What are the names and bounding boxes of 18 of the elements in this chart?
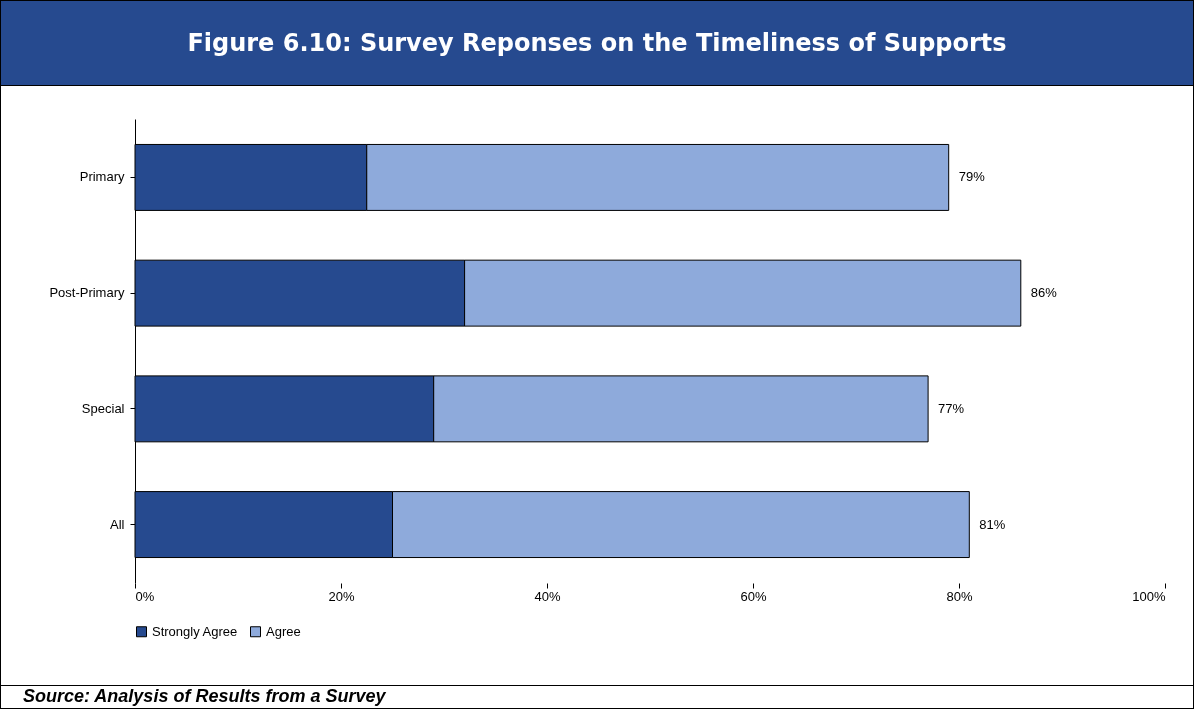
total-label: 77% <box>938 400 965 416</box>
x-tick-label: 20% <box>328 588 355 604</box>
x-tick-label: 0% <box>135 588 155 604</box>
y-tick-label: Primary <box>79 169 125 185</box>
chart-title: Figure 6.10: Survey Reponses on the Timeliness of Supports <box>1 1 1193 86</box>
total-label: 79% <box>958 169 986 185</box>
x-tick-label: 40% <box>534 588 561 604</box>
x-tick-label: 60% <box>740 588 767 604</box>
legend-label: Agree <box>266 623 301 639</box>
source-note: Source: Analysis of Results from a Survey <box>1 685 1194 707</box>
total-label: 86% <box>1030 285 1058 301</box>
x-tick-label: 100% <box>1132 588 1166 604</box>
x-tick-label: 80% <box>946 588 973 604</box>
total-label: 81% <box>979 516 1006 532</box>
y-tick-label: Post-Primary <box>49 285 125 301</box>
y-tick-label: Special <box>81 400 125 416</box>
legend-label: Strongly Agree <box>152 623 238 639</box>
y-tick-label: All <box>110 516 125 532</box>
